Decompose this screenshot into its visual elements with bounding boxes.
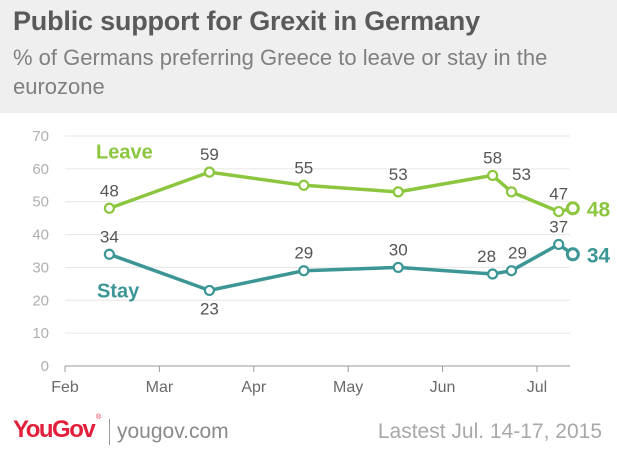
- x-tick-label: Feb: [51, 379, 79, 396]
- trademark-mark: ®: [96, 414, 102, 421]
- leave-data-point: [103, 202, 115, 214]
- chart-title: Public support for Grexit in Germany: [13, 6, 480, 36]
- leave-point-label: 53: [512, 165, 531, 184]
- y-tick-label: 40: [32, 227, 49, 244]
- leave-point-label: 59: [200, 145, 219, 164]
- site-link[interactable]: yougov.com: [117, 420, 229, 443]
- stay-data-point: [486, 268, 499, 280]
- stay-point-label: 30: [389, 240, 408, 259]
- yougov-logo[interactable]: YouGov: [13, 416, 96, 443]
- stay-data-point: [565, 247, 580, 262]
- leave-point-label: 58: [483, 148, 502, 167]
- stay-data-point: [392, 261, 404, 274]
- x-tick-label: Jul: [527, 379, 547, 396]
- stay-point-label: 37: [549, 217, 568, 236]
- y-tick-label: 60: [32, 161, 49, 178]
- leave-point-label: 47: [549, 185, 568, 204]
- y-tick-label: 10: [32, 325, 49, 342]
- leave-data-point: [505, 186, 518, 198]
- stay-point-label: 29: [294, 244, 313, 263]
- y-tick-label: 70: [32, 128, 49, 145]
- y-tick-label: 0: [41, 358, 49, 375]
- stay-data-point: [103, 248, 115, 260]
- leave-point-label: 55: [294, 158, 313, 177]
- leave-point-label: 48: [100, 181, 119, 200]
- stay-series-line: [107, 242, 575, 293]
- chart-footer: YouGov ® yougov.com Lastest Jul. 14-17, …: [0, 403, 617, 450]
- leave-data-point: [392, 186, 404, 198]
- x-tick-label: May: [333, 379, 363, 396]
- leave-data-point: [553, 205, 565, 218]
- y-tick-label: 20: [32, 292, 49, 309]
- leave-data-point: [298, 179, 310, 191]
- y-tick-label: 30: [32, 259, 49, 276]
- leave-end-label: 48: [587, 198, 611, 221]
- leave-series-line: [107, 170, 575, 214]
- leave-point-label: 53: [389, 165, 408, 184]
- x-tick-label: Apr: [241, 379, 267, 396]
- x-tick-label: Mar: [146, 379, 174, 396]
- leave-series-name: Leave: [96, 141, 153, 163]
- stay-point-label: 28: [477, 247, 496, 266]
- stay-point-label: 34: [100, 227, 119, 246]
- stay-point-label: 23: [200, 299, 219, 318]
- leave-data-point: [486, 169, 499, 182]
- stay-data-point: [505, 265, 518, 277]
- fieldwork-date: Lastest Jul. 14-17, 2015: [377, 420, 602, 443]
- footer-divider: [109, 419, 110, 445]
- leave-data-point: [565, 201, 580, 216]
- chart-subtitle: % of Germans preferring Greece to leave …: [13, 45, 548, 99]
- y-tick-label: 50: [32, 194, 49, 211]
- stay-data-point: [203, 284, 216, 297]
- line-chart: 0 10 20 30 40 50 60 70 Feb Mar Apr May Jun Jul 48 59 55 5…: [32, 128, 611, 396]
- stay-series-name: Stay: [97, 280, 140, 302]
- chart-header: Public support for Grexit in Germany % o…: [0, 0, 617, 113]
- stay-point-label: 29: [508, 244, 527, 263]
- stay-end-label: 34: [587, 244, 611, 267]
- stay-data-point: [298, 265, 310, 277]
- x-tick-label: Jun: [430, 379, 456, 396]
- leave-data-point: [203, 166, 216, 178]
- stay-data-point: [553, 238, 565, 251]
